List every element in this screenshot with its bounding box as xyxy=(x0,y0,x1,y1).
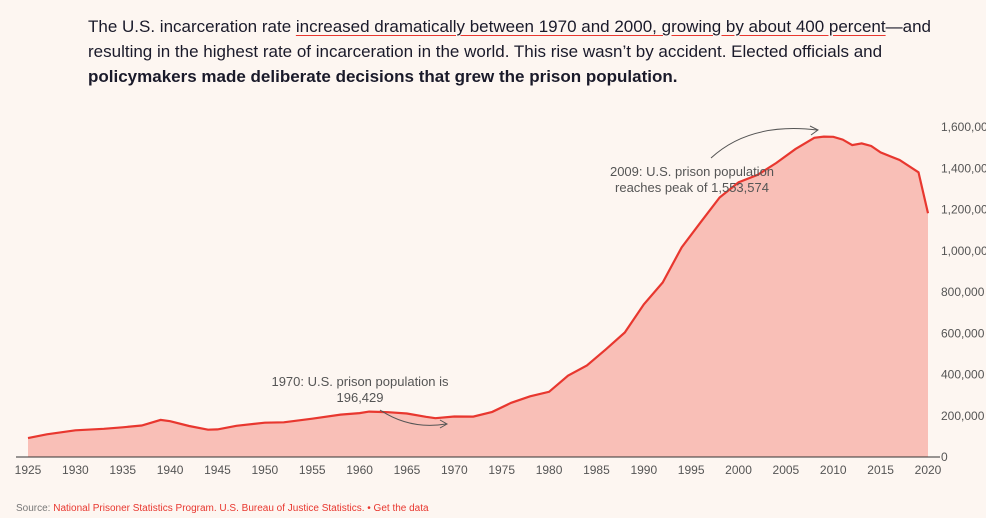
get-data-link[interactable]: Get the data xyxy=(373,503,429,514)
y-tick-label: 800,000 xyxy=(941,285,985,299)
y-tick-label: 1,000,000 xyxy=(941,244,986,258)
x-tick-label: 1995 xyxy=(678,463,705,477)
series-line xyxy=(27,135,930,440)
area-fill xyxy=(28,136,928,457)
x-tick-label: 1985 xyxy=(583,463,610,477)
x-tick-label: 2020 xyxy=(915,463,942,477)
annotation-1970-line2: 196,429 xyxy=(337,390,384,405)
y-tick-label: 400,000 xyxy=(941,368,985,382)
x-tick-label: 2015 xyxy=(867,463,894,477)
x-tick-label: 1960 xyxy=(346,463,373,477)
intro-text-2: —and resulting in the highest rate of in… xyxy=(88,17,931,61)
intro-paragraph: The U.S. incarceration rate increased dr… xyxy=(88,14,948,89)
y-tick-label: 600,000 xyxy=(941,326,985,340)
x-tick-label: 1935 xyxy=(109,463,136,477)
annotation-arrow-2009 xyxy=(710,128,818,159)
x-tick-label: 1990 xyxy=(630,463,657,477)
y-tick-label: 0 xyxy=(941,450,948,464)
x-tick-label: 2000 xyxy=(725,463,752,477)
y-tick-label: 200,000 xyxy=(941,409,985,423)
x-tick-label: 1940 xyxy=(157,463,184,477)
x-tick-label: 1930 xyxy=(62,463,89,477)
y-tick-label: 1,200,000 xyxy=(941,203,986,217)
x-tick-label: 2005 xyxy=(773,463,800,477)
x-tick-label: 1980 xyxy=(536,463,563,477)
intro-bold: policymakers made deliberate decisions t… xyxy=(88,67,678,86)
x-tick-label: 1925 xyxy=(15,463,42,477)
source-note: Source: National Prisoner Statistics Pro… xyxy=(16,503,429,514)
intro-text: The U.S. incarceration rate xyxy=(88,17,296,36)
arrowhead-icon xyxy=(439,419,449,429)
x-tick-label: 1955 xyxy=(299,463,326,477)
y-tick-label: 1,400,000 xyxy=(941,161,986,175)
x-tick-label: 1975 xyxy=(488,463,515,477)
source-link[interactable]: National Prisoner Statistics Program. U.… xyxy=(53,503,365,514)
source-separator: • xyxy=(364,503,374,514)
annotation-2009-line2: reaches peak of 1,553,574 xyxy=(615,180,769,195)
prison-population-chart: 0 200,000 400,000 600,000 800,000 1,000,000 1,… xyxy=(15,120,986,477)
x-tick-label: 1970 xyxy=(441,463,468,477)
arrowhead-icon xyxy=(809,125,819,136)
x-tick-label: 1965 xyxy=(394,463,421,477)
y-tick-label: 1,600,000 xyxy=(941,120,986,134)
source-prefix: Source: xyxy=(16,503,54,514)
x-tick-label: 1950 xyxy=(251,463,278,477)
annotation-arrow-1970 xyxy=(379,409,447,426)
intro-link[interactable]: increased dramatically between 1970 and … xyxy=(295,17,886,36)
x-tick-label: 2010 xyxy=(820,463,847,477)
x-tick-label: 1945 xyxy=(204,463,231,477)
annotation-2009-line1: 2009: U.S. prison population xyxy=(610,164,774,179)
annotation-1970-line1: 1970: U.S. prison population is xyxy=(271,374,449,389)
